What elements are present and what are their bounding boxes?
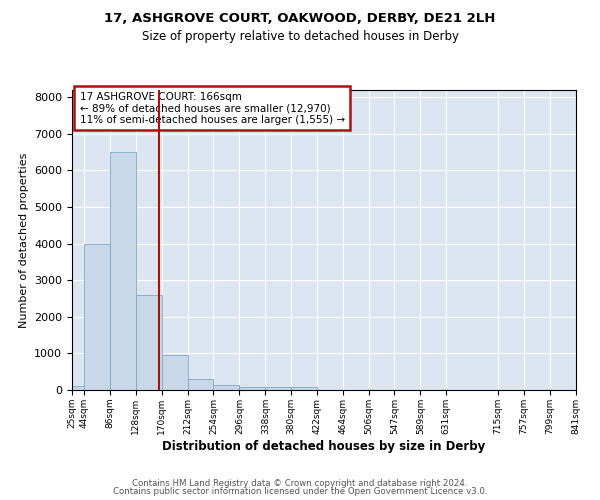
Bar <box>84 244 110 390</box>
Bar <box>136 295 161 390</box>
Text: 17, ASHGROVE COURT, OAKWOOD, DERBY, DE21 2LH: 17, ASHGROVE COURT, OAKWOOD, DERBY, DE21… <box>104 12 496 26</box>
Bar <box>72 386 84 390</box>
Bar <box>265 387 291 390</box>
Y-axis label: Number of detached properties: Number of detached properties <box>19 152 29 328</box>
Text: Contains HM Land Registry data © Crown copyright and database right 2024.: Contains HM Land Registry data © Crown c… <box>132 478 468 488</box>
Text: 17 ASHGROVE COURT: 166sqm
← 89% of detached houses are smaller (12,970)
11% of s: 17 ASHGROVE COURT: 166sqm ← 89% of detac… <box>80 92 344 124</box>
Bar <box>110 152 136 390</box>
Bar <box>161 355 187 390</box>
Bar <box>239 387 265 390</box>
X-axis label: Distribution of detached houses by size in Derby: Distribution of detached houses by size … <box>163 440 485 452</box>
Bar <box>291 387 317 390</box>
Bar <box>187 379 214 390</box>
Bar <box>214 385 239 390</box>
Text: Contains public sector information licensed under the Open Government Licence v3: Contains public sector information licen… <box>113 487 487 496</box>
Text: Size of property relative to detached houses in Derby: Size of property relative to detached ho… <box>142 30 458 43</box>
